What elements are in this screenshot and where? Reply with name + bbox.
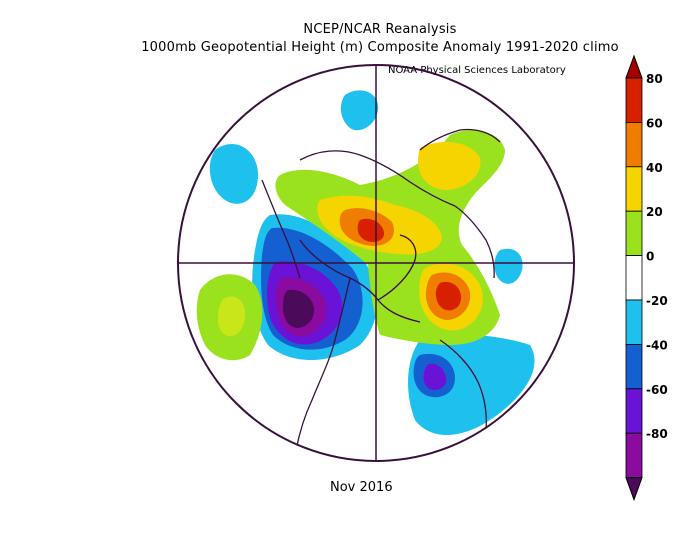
colorbar-tick-label: 60	[646, 116, 663, 130]
colorbar-swatch	[625, 77, 643, 123]
colorbar-swatch	[625, 432, 643, 479]
colorbar-swatch	[625, 388, 643, 434]
anomaly-region	[283, 289, 315, 328]
colorbar-tick-label: -20	[646, 294, 668, 308]
colorbar-top-arrow	[625, 54, 643, 79]
colorbar-swatch	[625, 166, 643, 212]
map-title-line2: 1000mb Geopotential Height (m) Composite…	[141, 40, 619, 55]
colorbar-tick-label: -40	[646, 338, 668, 352]
map-title-line1: NCEP/NCAR Reanalysis	[303, 22, 457, 37]
anomaly-region	[340, 90, 379, 131]
colorbar-swatch	[625, 122, 643, 168]
colorbar-bottom-arrow	[625, 477, 643, 502]
anomaly-region	[357, 218, 385, 242]
anomaly-region	[209, 144, 258, 204]
anomaly-field	[196, 90, 535, 435]
colorbar-swatch	[625, 299, 643, 345]
date-label: Nov 2016	[330, 480, 393, 495]
colorbar-tick-label: -80	[646, 427, 668, 441]
colorbar-swatch	[625, 343, 643, 390]
anomaly-region	[423, 363, 447, 390]
anomaly-region	[217, 296, 246, 337]
colorbar: 80 60 40 20 0 -20 -40 -60 -80	[625, 54, 668, 502]
colorbar-swatch	[625, 255, 643, 301]
anomaly-region	[494, 248, 523, 284]
colorbar-tick-label: 20	[646, 205, 663, 219]
colorbar-tick-label: -60	[646, 383, 668, 397]
coastlines	[261, 128, 501, 451]
credit-label: NOAA Physical Sciences Laboratory	[388, 65, 566, 76]
colorbar-tick-label: 80	[646, 72, 663, 86]
colorbar-tick-label: 0	[646, 250, 654, 264]
anomaly-region	[417, 142, 481, 190]
colorbar-tick-label: 40	[646, 161, 663, 175]
colorbar-swatch	[625, 210, 643, 256]
anomaly-region	[435, 281, 462, 311]
